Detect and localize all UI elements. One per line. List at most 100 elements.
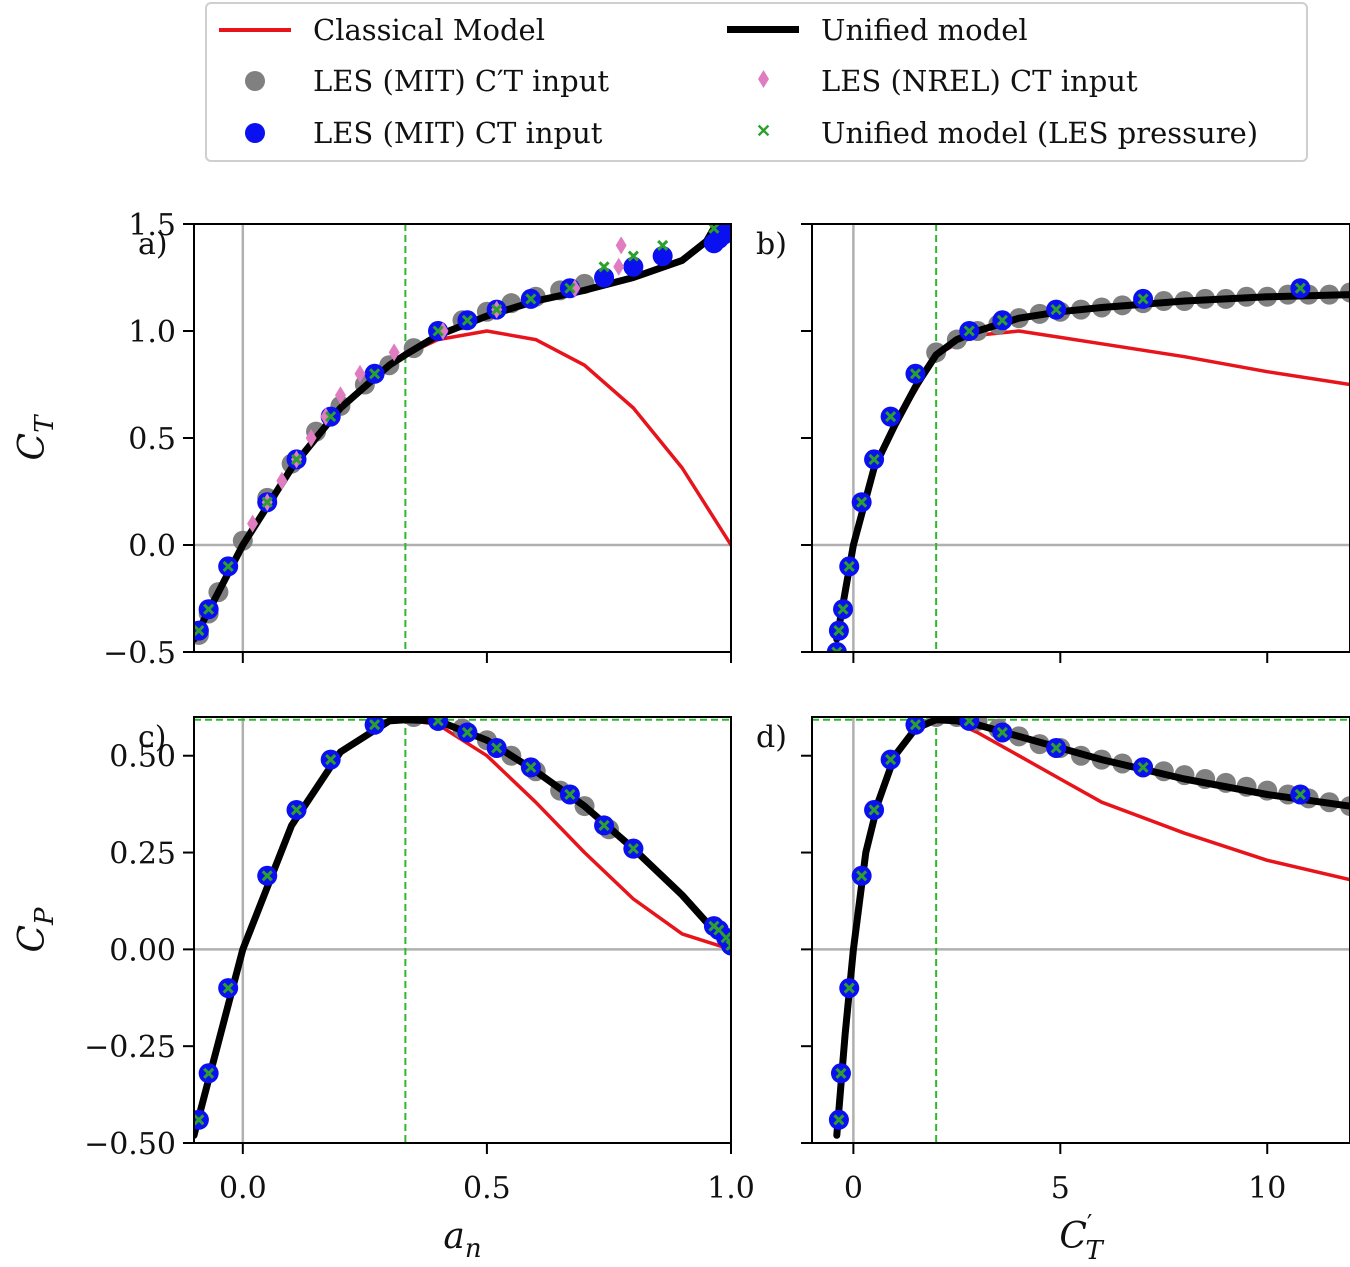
series-line [833,717,1350,1139]
data-point [708,224,720,234]
data-point [627,250,639,262]
data-point [598,261,610,273]
panel-a: −0.5 0.0 0.5 1.0 1.5a) CT [12,145,733,671]
data-point [290,453,303,465]
data-point [963,325,975,337]
data-point [833,625,845,637]
data-point [725,939,731,952]
data-point [627,843,639,855]
series-line [194,224,721,643]
legend-line-icon [219,28,291,32]
x-tick-label: 0.5 [463,1171,511,1206]
data-point [885,754,897,766]
x-axis-label-subscript: T [1085,1236,1104,1266]
y-tick-label: 0.50 [109,740,176,775]
data-point [713,924,725,936]
legend-label: Unified model [821,13,1028,47]
legend-item-unified: Unified model [723,10,1028,50]
data-point [1294,282,1306,294]
x-axis-label: C′ T [1059,1210,1104,1266]
y-tick-label: −0.50 [84,1127,176,1162]
data-point [437,322,449,340]
data-point [714,155,723,164]
data-point [720,932,731,944]
data-point [909,368,922,380]
data-point [194,625,205,637]
data-point [194,1114,205,1126]
legend-item-classical: Classical Model [215,10,545,50]
axes-frame [811,716,1350,1144]
data-point [261,870,273,882]
data-point [525,293,537,305]
legend-diamond-icon [758,70,769,88]
data-point [843,560,855,572]
data-point [388,343,400,362]
data-point [354,364,366,383]
data-point [369,719,381,731]
data-point [461,726,473,739]
legend-item-unified-les: ✕ Unified model (LES pressure) [723,113,1258,153]
legend-label: LES (MIT) C′T input [313,64,610,98]
y-axis-label: CT [12,414,60,461]
data-point [428,717,449,731]
data-point [652,246,673,267]
data-point [569,279,581,298]
data-point [1137,761,1149,773]
data-point [305,429,317,447]
y-axis-label-subscript: T [30,414,60,433]
data-point [724,145,733,154]
plot-area [812,224,1350,652]
y-tick-label: 1.0 [128,315,176,350]
x-tick-label: 1.0 [707,1171,755,1206]
data-point [1137,293,1149,305]
y-tick-label: 1.5 [128,208,176,243]
data-point [868,804,880,816]
x-tick-label: 10 [1248,1171,1286,1206]
legend-label: LES (MIT) CT input [313,116,603,150]
legend-label: LES (NREL) CT input [821,64,1138,98]
legend-item-mit-ct: LES (MIT) CT input [215,113,602,153]
data-point [615,236,627,255]
legend-dot-icon [245,71,265,91]
y-tick-label: −0.25 [84,1030,176,1065]
legend: Classical Model LES (MIT) C′T input LES … [205,2,1308,162]
panel-label: a) [138,227,168,262]
x-tick-label: 0.0 [219,1171,267,1206]
data-point [432,325,444,337]
y-tick-label: 0.25 [109,837,176,872]
data-point [835,1067,847,1079]
data-point [320,407,332,426]
series-line [194,717,731,1138]
data-point [996,726,1008,739]
data-point [843,982,855,994]
y-tick-label: −0.5 [103,636,176,671]
data-point [868,453,880,465]
y-tick-label: 0.00 [109,933,176,968]
data-point [564,282,576,294]
data-point [247,514,259,533]
series-line [835,717,1350,1138]
x-tick-label: 5 [1051,1171,1070,1206]
x-axis-label: an [443,1216,481,1264]
legend-item-nrel: LES (NREL) CT input [723,61,1138,101]
data-point [856,496,868,508]
panel-label: d) [756,720,787,755]
series-line [194,329,731,641]
data-point [261,496,273,508]
plot-area [812,717,1350,1143]
data-point [909,719,922,731]
data-point [719,177,728,186]
x-axis-label-prime: ′ [1087,1210,1092,1238]
data-point [334,386,346,405]
y-axis-label: CP [12,907,60,953]
panel-d: 0 5 10 d) C′ T [756,716,1350,1266]
panel-label: b) [756,227,787,262]
legend-x-icon: ✕ [756,121,772,142]
data-point [194,620,209,641]
series-line [194,717,731,1139]
plot-area [194,145,733,652]
legend-item-mit-ctp: LES (MIT) C′T input [215,61,609,101]
y-axis-label-subscript: P [30,907,60,926]
data-point [833,1114,845,1126]
